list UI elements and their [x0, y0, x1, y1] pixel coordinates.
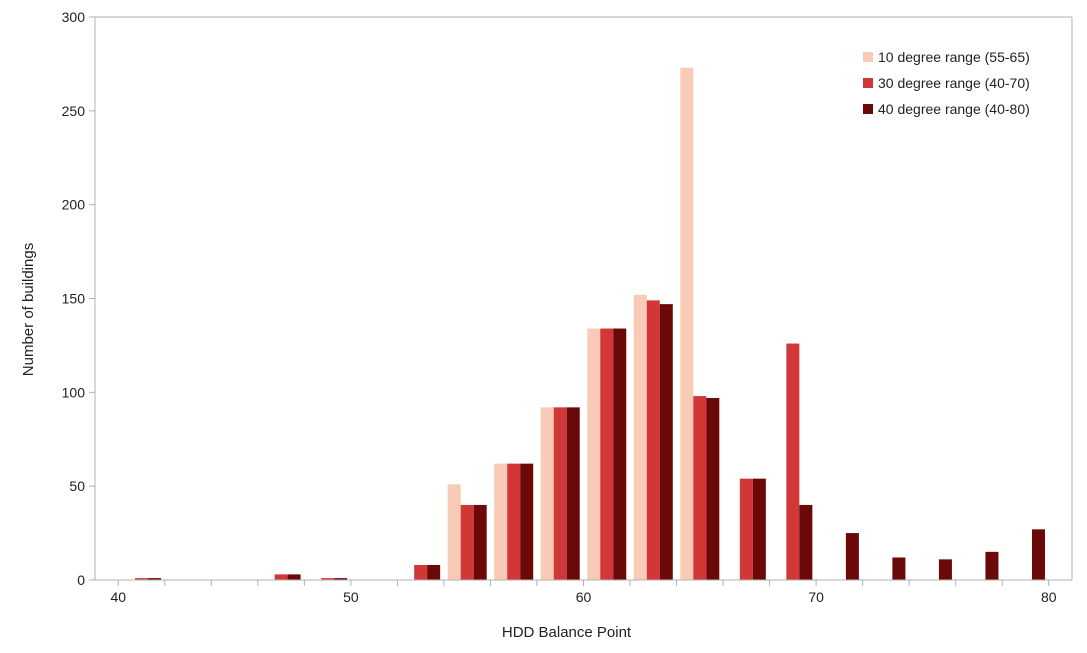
bar-series-3 [752, 478, 766, 580]
bar-series-2 [274, 574, 288, 580]
bar-series-3 [520, 463, 534, 580]
x-tick-label: 70 [808, 589, 824, 605]
bar-series-2 [414, 564, 428, 580]
bar-series-3 [938, 559, 952, 580]
x-tick-label: 60 [576, 589, 592, 605]
bar-series-2 [460, 504, 474, 580]
bar-series-2 [646, 300, 660, 580]
x-tick-label: 50 [343, 589, 359, 605]
bar-series-3 [613, 328, 627, 580]
bar-series-2 [507, 463, 521, 580]
legend-label: 30 degree range (40-70) [878, 75, 1030, 91]
bar-series-2 [553, 407, 567, 580]
bar-series-2 [600, 328, 614, 580]
bar-series-3 [427, 564, 441, 580]
legend-swatch [863, 78, 873, 88]
legend-label: 40 degree range (40-80) [878, 101, 1030, 117]
bar-series-2 [321, 578, 335, 580]
bar-series-1 [540, 407, 554, 580]
y-tick-label: 100 [62, 384, 86, 400]
legend-swatch [863, 52, 873, 62]
x-tick-label: 40 [110, 589, 126, 605]
y-ticks-group: 0 50 100 150 200 250 300 [62, 9, 95, 588]
bar-series-3 [799, 504, 813, 580]
bars-group [135, 67, 1045, 581]
bar-series-3 [892, 557, 906, 580]
bar-series-2 [739, 478, 753, 580]
y-tick-label: 300 [62, 9, 86, 25]
bar-series-1 [494, 463, 508, 580]
y-tick-label: 200 [62, 197, 86, 213]
bar-series-3 [148, 578, 162, 580]
bar-series-2 [693, 396, 707, 580]
bar-series-3 [334, 578, 348, 580]
x-ticks-group: 40 50 60 70 80 [110, 580, 1057, 605]
bar-series-3 [659, 304, 673, 580]
bar-series-3 [566, 407, 580, 580]
bar-series-3 [845, 533, 859, 580]
bar-series-3 [473, 504, 487, 580]
bar-series-1 [447, 484, 461, 580]
bar-series-3 [287, 574, 301, 580]
y-tick-label: 0 [77, 572, 85, 588]
y-tick-label: 50 [69, 478, 85, 494]
legend-label: 10 degree range (55-65) [878, 49, 1030, 65]
bar-series-1 [633, 294, 647, 580]
bar-series-1 [587, 328, 601, 580]
legend-swatch [863, 104, 873, 114]
x-tick-label: 80 [1041, 589, 1057, 605]
x-axis-title: HDD Balance Point [502, 624, 632, 641]
legend: 10 degree range (55-65) 30 degree range (… [863, 49, 1030, 117]
bar-series-2 [786, 343, 800, 580]
y-axis-title: Number of buildings [20, 243, 37, 376]
y-tick-label: 250 [62, 103, 86, 119]
bar-series-3 [985, 551, 999, 580]
bar-series-3 [706, 397, 720, 580]
bar-series-3 [1031, 529, 1045, 580]
y-tick-label: 150 [62, 291, 86, 307]
bar-series-2 [135, 578, 149, 580]
bar-series-1 [680, 67, 694, 581]
